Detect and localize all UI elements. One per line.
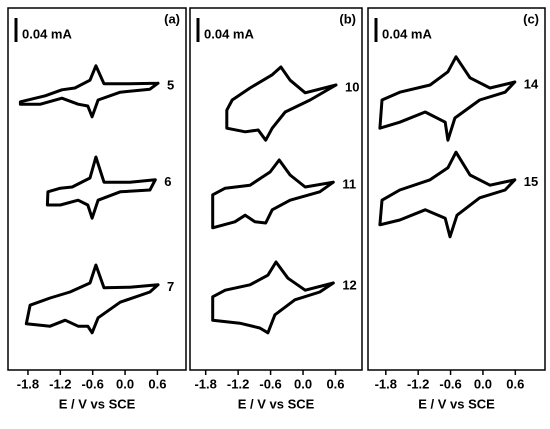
curve-label: 5 (167, 78, 174, 93)
cv-curve (211, 260, 335, 335)
x-tick-label: -1.2 (49, 376, 71, 391)
x-tick-label: -1.8 (194, 376, 216, 391)
x-tick-label: -1.8 (17, 376, 39, 391)
cv-curve (378, 150, 517, 239)
x-axis-label: E / V vs SCE (238, 396, 315, 411)
x-tick-label: -1.8 (375, 376, 397, 391)
curve-label: 12 (342, 277, 356, 292)
curve-label: 10 (345, 79, 359, 94)
cv-curve (18, 64, 160, 119)
curve-label: 7 (167, 279, 174, 294)
x-tick-label: 0.0 (474, 376, 492, 391)
curve-label: 11 (342, 177, 356, 192)
panel-frame (189, 7, 363, 371)
x-tick-label: 0.0 (116, 376, 134, 391)
x-tick-label: 0.6 (506, 376, 524, 391)
cv-curve (211, 158, 335, 230)
cv-curve (24, 263, 160, 335)
panel-frame (367, 7, 546, 371)
panel-label: (a) (164, 11, 180, 26)
scale-bar-label: 0.04 mA (204, 26, 254, 41)
curve-label: 15 (524, 174, 538, 189)
x-tick-label: 0.6 (326, 376, 344, 391)
panel-frame (7, 7, 187, 371)
x-tick-label: -0.6 (259, 376, 281, 391)
x-tick-label: 0.6 (148, 376, 166, 391)
x-tick-label: -0.6 (81, 376, 103, 391)
panel-label: (b) (339, 11, 356, 26)
curve-label: 6 (164, 174, 171, 189)
scale-bar-label: 0.04 mA (22, 26, 72, 41)
x-tick-label: -1.2 (227, 376, 249, 391)
cv-curve (225, 65, 338, 142)
x-axis-label: E / V vs SCE (418, 396, 495, 411)
x-axis-label: E / V vs SCE (59, 396, 136, 411)
x-tick-label: 0.0 (294, 376, 312, 391)
cv-curve (45, 155, 157, 220)
x-tick-label: -1.2 (407, 376, 429, 391)
scale-bar-label: 0.04 mA (382, 26, 432, 41)
panel-label: (c) (523, 11, 539, 26)
curve-label: 14 (524, 76, 539, 91)
x-tick-label: -0.6 (439, 376, 461, 391)
cv-curve (378, 55, 517, 142)
